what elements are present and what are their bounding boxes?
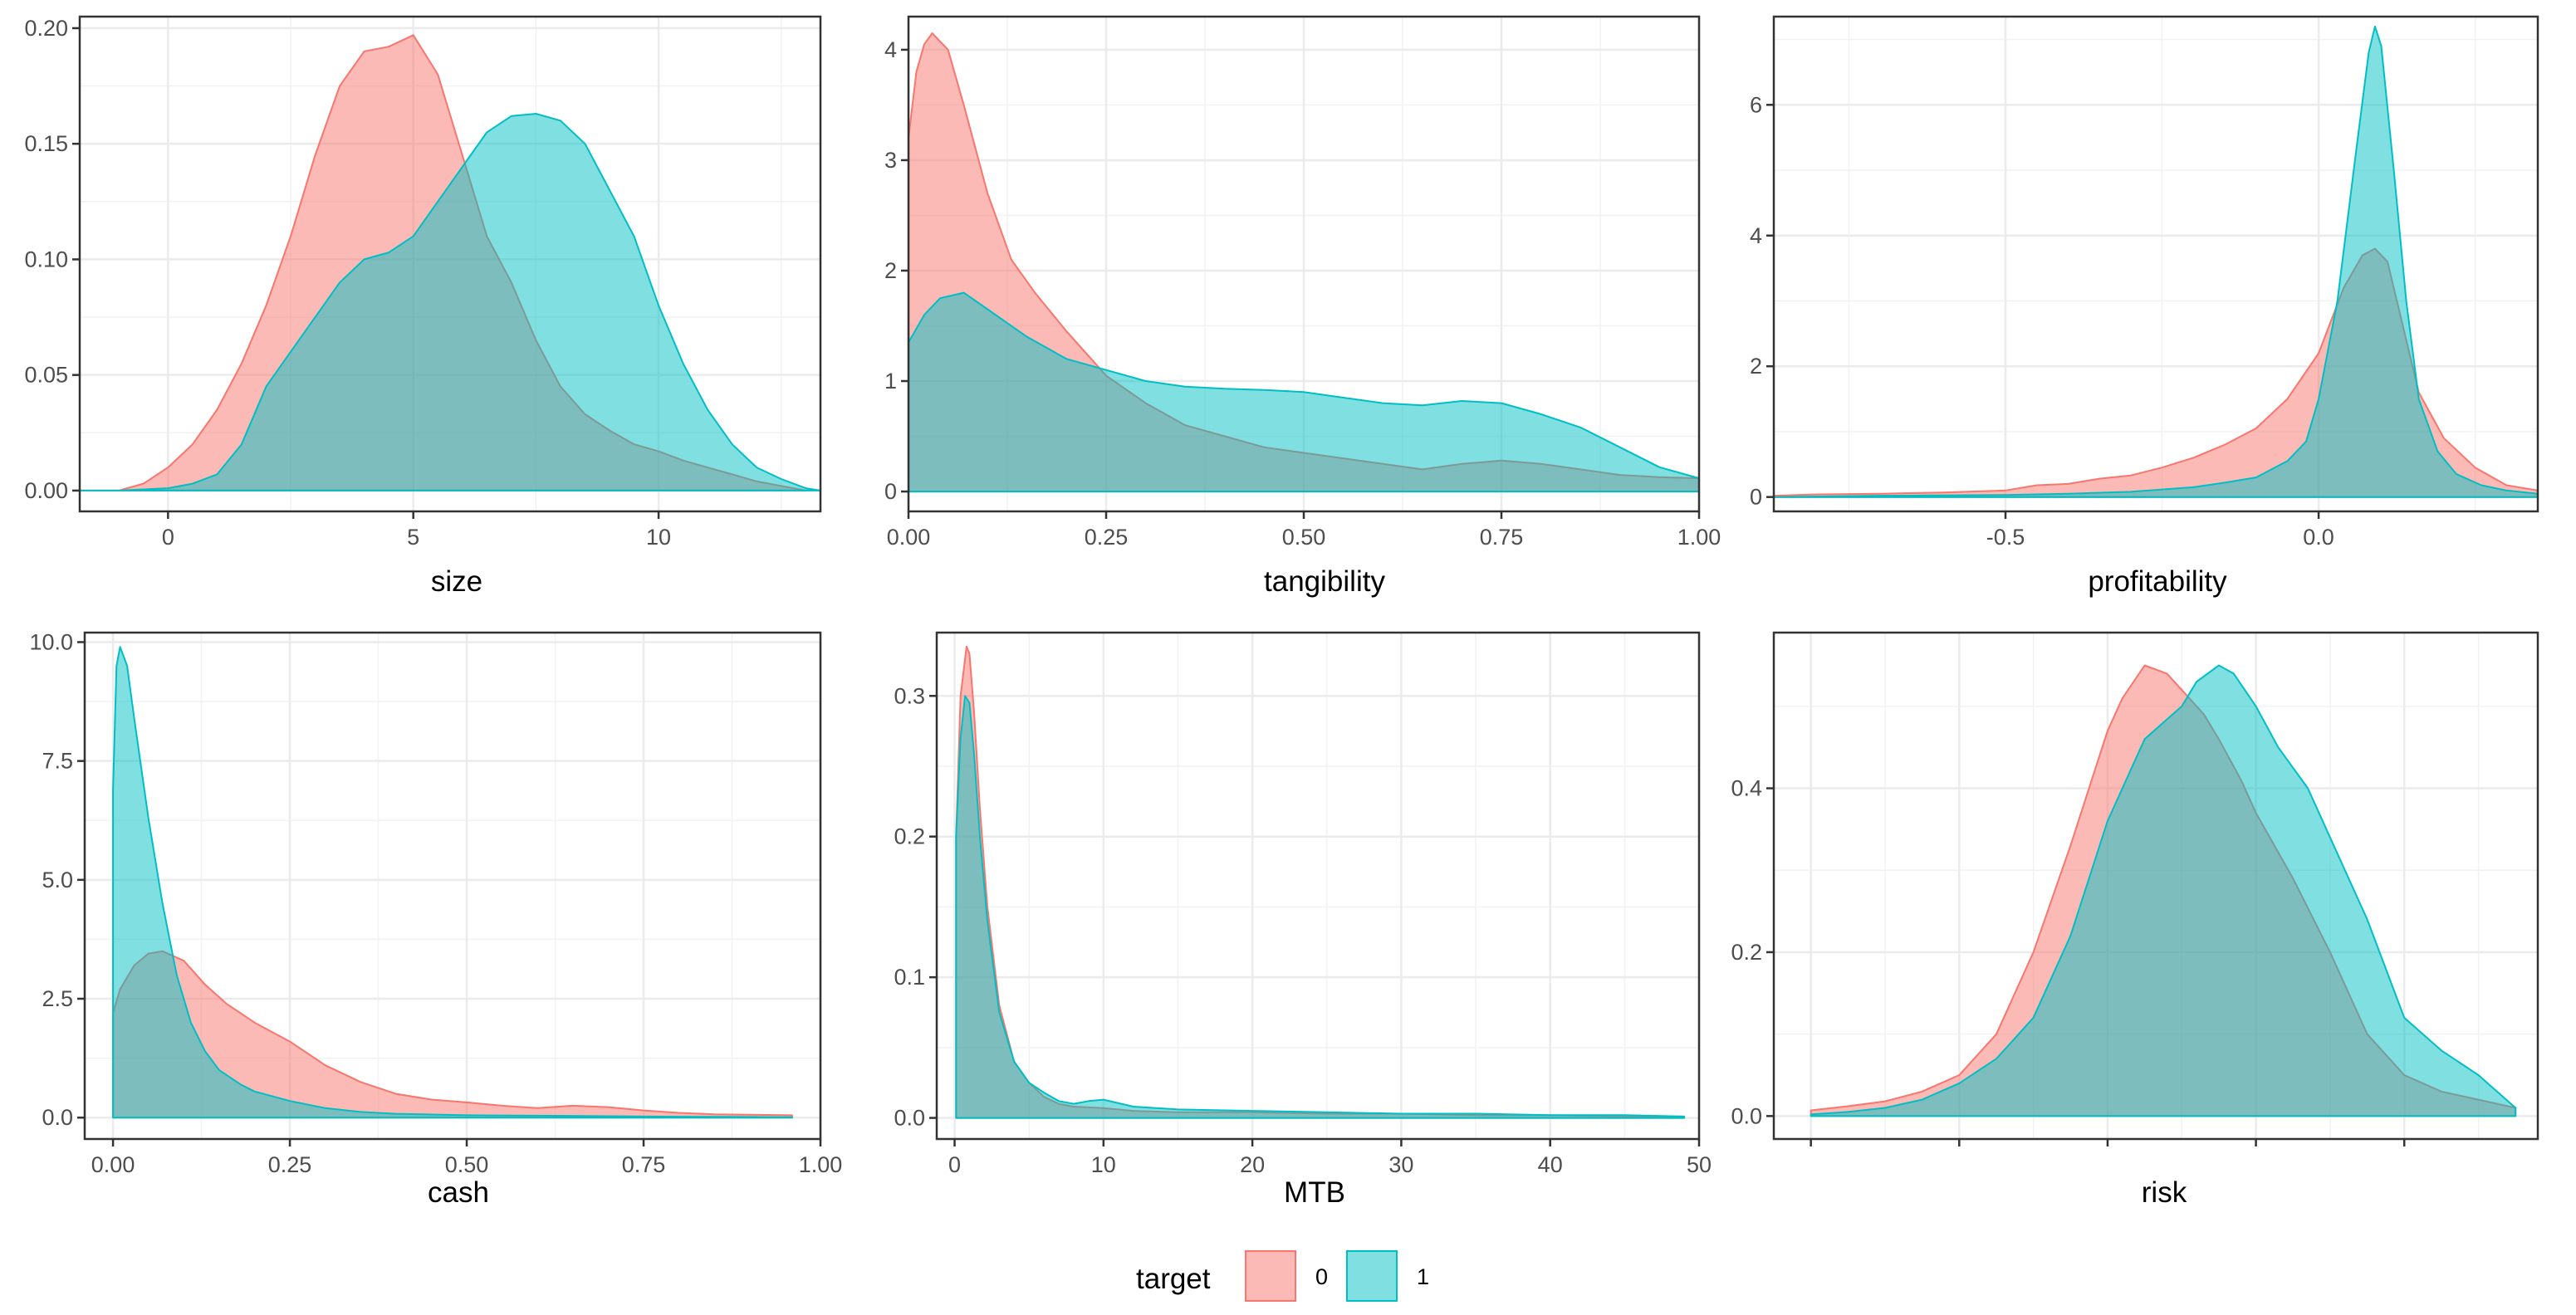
x-tick-label: 0.25 <box>268 1152 312 1177</box>
y-tick-label: 0.00 <box>24 478 68 503</box>
x-tick-label: 20 <box>1240 1152 1265 1177</box>
panel-border <box>1772 631 2539 1141</box>
y-tick-label: 7.5 <box>42 749 73 774</box>
panel-border <box>78 15 822 513</box>
y-tick-label: 2 <box>884 258 897 283</box>
y-tick-label: 0.0 <box>894 1106 925 1131</box>
x-axis-title: cash <box>428 1176 489 1209</box>
panel-size: 0 5 10 0.00 0.05 0.10 0.15 0.20 size <box>24 15 822 598</box>
panel-mtb: 0 10 20 30 40 50 0.0 0.1 0.2 0.3 MTB <box>894 631 1712 1209</box>
y-tick-label: 0.4 <box>1731 776 1762 801</box>
y-tick-label: 0.2 <box>1731 940 1762 965</box>
x-axis-title: risk <box>2142 1176 2187 1209</box>
density-areas <box>112 646 793 1119</box>
y-tick-label: 6 <box>1750 92 1762 117</box>
x-tick-label: 1.00 <box>1677 525 1721 550</box>
density-areas <box>1810 664 2517 1117</box>
panel-border <box>83 631 822 1141</box>
y-tick-label: 0.0 <box>1731 1103 1762 1128</box>
x-tick-label: 0.0 <box>2303 525 2334 550</box>
minor-grid <box>1774 17 2538 511</box>
y-tick-label: 0 <box>884 479 897 504</box>
legend-label-1: 1 <box>1417 1264 1429 1289</box>
panel-tangibility: 0.00 0.25 0.50 0.75 1.00 0 1 2 3 4 tangibility <box>884 15 1721 598</box>
axes: 0 5 10 0.00 0.05 0.10 0.15 0.20 <box>24 16 671 550</box>
x-tick-label: 10 <box>1091 1152 1116 1177</box>
minor-grid <box>937 633 1699 1139</box>
panel-border <box>1772 15 2539 513</box>
x-tick-label: -0.5 <box>1986 525 2025 550</box>
y-tick-label: 0 <box>1750 485 1762 510</box>
y-tick-label: 5.0 <box>42 868 73 892</box>
y-tick-label: 0.3 <box>894 683 925 708</box>
density-area-target-1 <box>112 646 793 1119</box>
legend-title: target <box>1136 1263 1211 1295</box>
x-tick-label: 1.00 <box>799 1152 843 1177</box>
density-area-target-1 <box>1774 25 2538 498</box>
density-areas <box>908 32 1699 493</box>
x-tick-label: 0.00 <box>91 1152 135 1177</box>
x-axis-title: MTB <box>1284 1176 1345 1209</box>
y-tick-label: 0.2 <box>894 824 925 849</box>
x-tick-label: 0.00 <box>887 525 931 550</box>
x-tick-label: 10 <box>646 525 671 550</box>
x-axis-title: profitability <box>2088 565 2227 598</box>
density-area-target-1 <box>908 291 1699 493</box>
x-axis-title: size <box>431 565 482 598</box>
x-tick-label: 0.75 <box>1480 525 1524 550</box>
major-grid <box>937 633 1701 1139</box>
y-tick-label: 1 <box>884 369 897 394</box>
x-tick-label: 30 <box>1388 1152 1413 1177</box>
y-tick-label: 0.20 <box>24 16 68 41</box>
y-tick-label: 0.0 <box>42 1105 73 1130</box>
y-tick-label: 0.10 <box>24 247 68 271</box>
panel-cash: 0.00 0.25 0.50 0.75 1.00 0.0 2.5 5.0 7.5 10.0 cash <box>29 629 842 1209</box>
x-axis-title: tangibility <box>1264 565 1385 598</box>
density-area-target-1 <box>80 113 820 491</box>
axes: 0.00 0.25 0.50 0.75 1.00 0 1 2 3 4 <box>884 37 1721 550</box>
x-tick-label: 0.50 <box>1282 525 1326 550</box>
legend-key-0 <box>1245 1250 1296 1302</box>
x-tick-label: 0.25 <box>1085 525 1129 550</box>
y-tick-label: 4 <box>1750 223 1762 248</box>
y-tick-label: 2 <box>1750 354 1762 379</box>
y-tick-label: 3 <box>884 148 897 173</box>
x-tick-label: 40 <box>1538 1152 1563 1177</box>
y-tick-label: 4 <box>884 37 897 62</box>
axes: 0 10 20 30 40 50 0.0 0.1 0.2 0.3 <box>894 683 1712 1177</box>
panel-risk: 0.0 0.2 0.4 risk <box>1731 631 2539 1209</box>
x-tick-label: 0 <box>162 525 174 550</box>
axes: 0.00 0.25 0.50 0.75 1.00 0.0 2.5 5.0 7.5 10.0 <box>29 629 842 1177</box>
density-area-target-1 <box>1810 664 2517 1117</box>
legend: target 0 1 <box>1136 1250 1429 1302</box>
legend-label-0: 0 <box>1315 1264 1328 1289</box>
panel-profitability: -0.5 0.0 0 2 4 6 profitability <box>1750 15 2539 598</box>
x-tick-label: 0.75 <box>622 1152 666 1177</box>
density-areas <box>955 645 1686 1119</box>
axes: -0.5 0.0 0 2 4 6 <box>1750 92 2334 550</box>
y-tick-label: 2.5 <box>42 986 73 1011</box>
x-tick-label: 50 <box>1687 1152 1712 1177</box>
y-tick-label: 0.15 <box>24 131 68 156</box>
legend-key-1 <box>1346 1250 1398 1302</box>
panel-border <box>935 631 1701 1141</box>
y-tick-label: 0.05 <box>24 363 68 388</box>
density-area-target-1 <box>955 695 1686 1119</box>
x-tick-label: 5 <box>407 525 419 550</box>
density-areas <box>80 34 820 491</box>
y-tick-label: 0.1 <box>894 965 925 990</box>
axes: 0.0 0.2 0.4 <box>1731 776 2406 1146</box>
x-tick-label: 0.50 <box>445 1152 489 1177</box>
density-areas <box>1774 25 2538 498</box>
x-tick-label: 0 <box>948 1152 961 1177</box>
y-tick-label: 10.0 <box>29 629 73 654</box>
